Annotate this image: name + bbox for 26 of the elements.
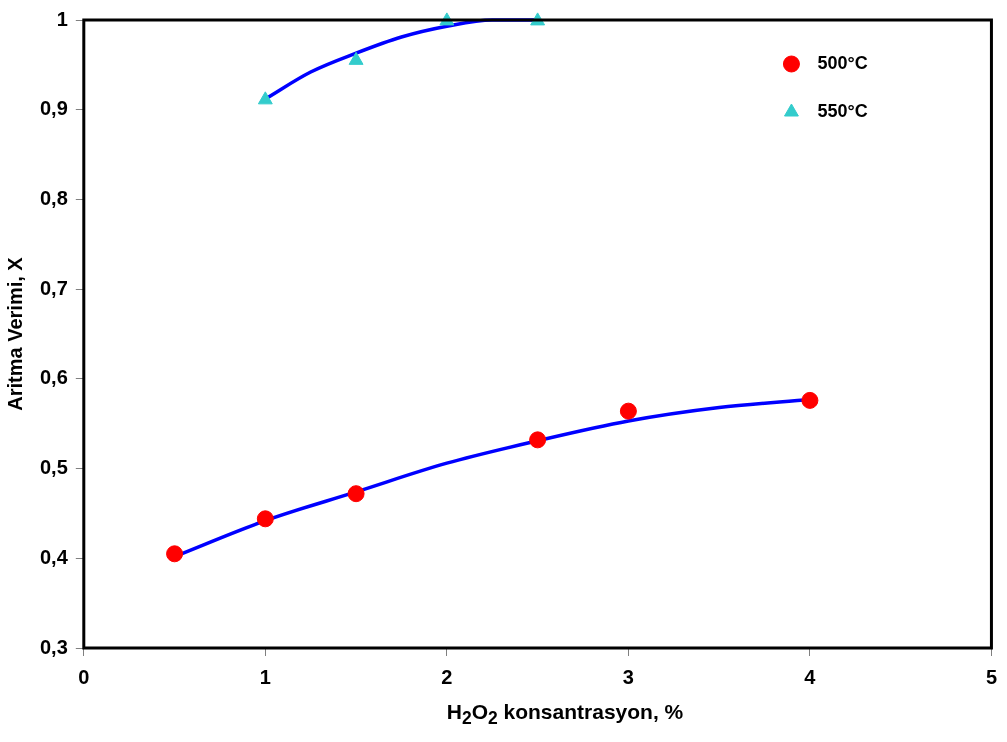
x-tick-label: 5 [985,665,997,688]
y-tick-label: 0,7 [39,276,68,299]
point [348,51,364,65]
point [257,91,273,105]
x-axis-title: H$_{2}$O$_{2}$ konsantrasyon, % [445,700,685,730]
point [619,402,637,420]
y-tick-label: 0,9 [39,97,68,120]
point [529,431,547,449]
y-tick-label: 0,8 [39,186,68,209]
y-tick-label: 1 [56,7,68,30]
x-tick-label: 2 [441,665,453,688]
y-tick-label: 0,4 [39,545,69,568]
y-axis-title: Aritma Verimi, X [3,256,26,411]
legend-label: 550°C [817,100,868,121]
legend-label: 500°C [817,52,868,73]
x-tick-label: 3 [622,665,634,688]
point [801,391,819,409]
point [347,485,365,503]
y-tick-label: 0,5 [39,456,68,479]
y-tick-label: 0,6 [39,366,68,389]
x-tick-label: 0 [78,665,90,688]
point [256,510,274,528]
x-tick-label: 1 [259,665,271,688]
point [166,545,184,563]
x-tick-label: 4 [804,665,817,688]
y-tick-label: 0,3 [39,635,68,658]
